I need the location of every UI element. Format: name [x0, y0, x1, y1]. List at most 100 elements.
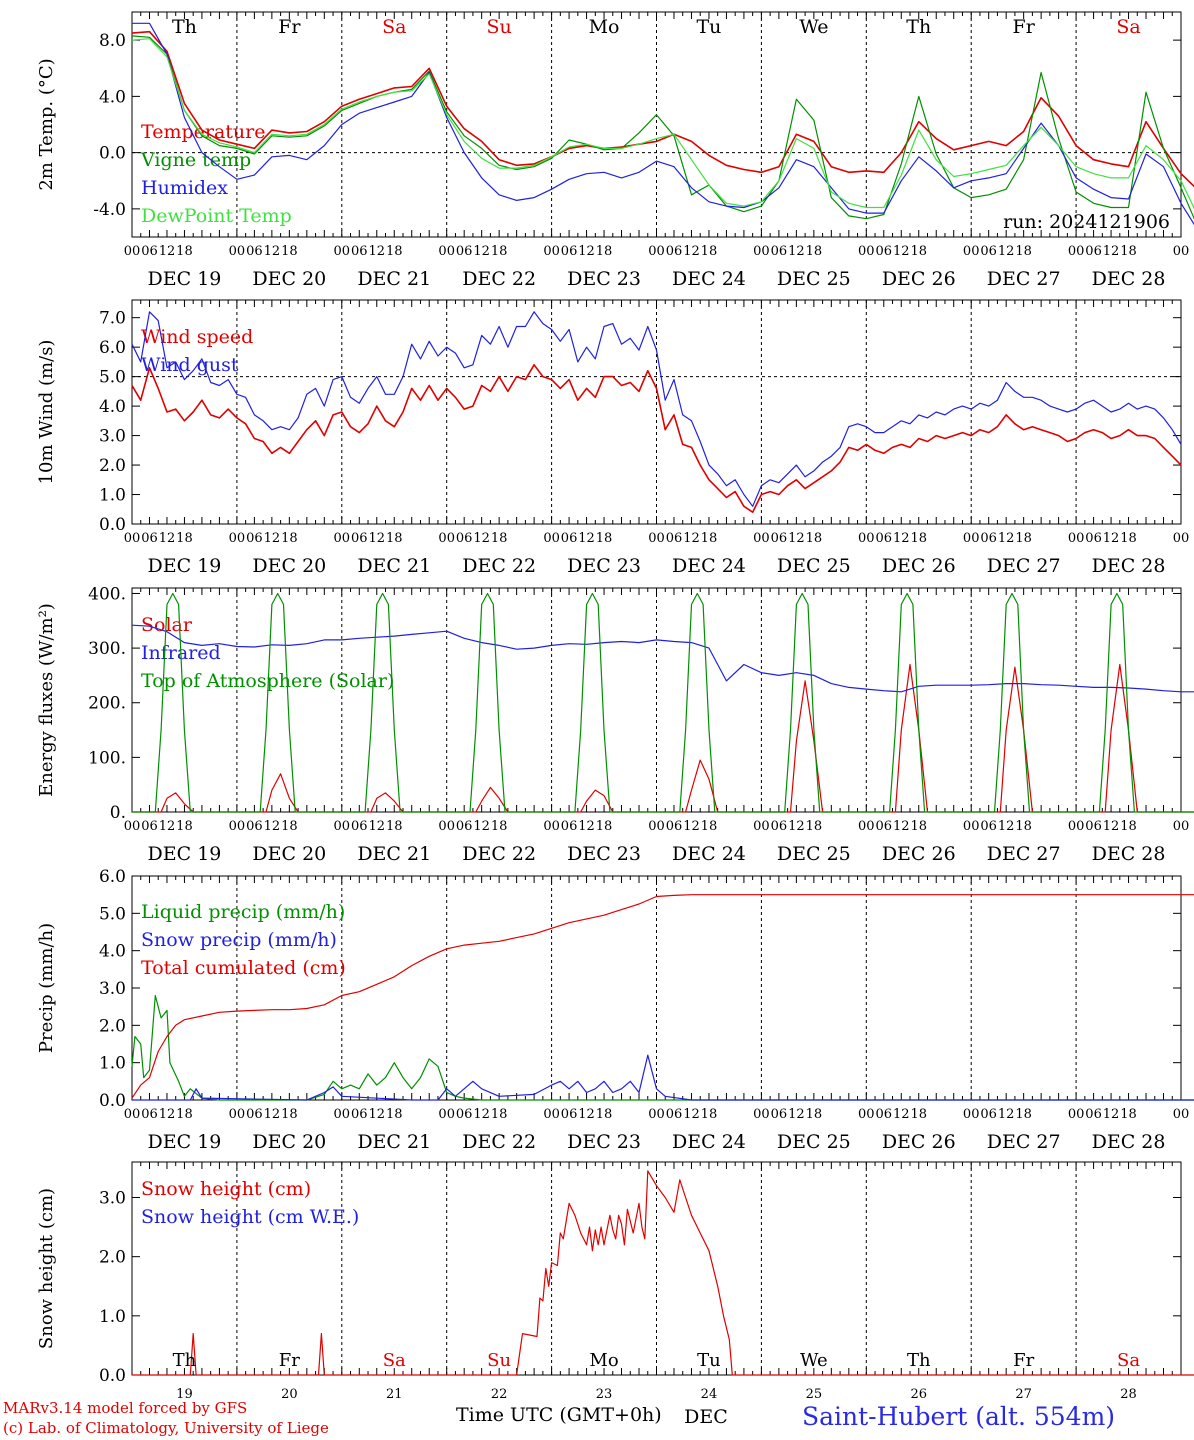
date-label: DEC 26	[882, 843, 956, 865]
day-number-label: 26	[910, 1387, 927, 1402]
hour-tick-label: 06	[876, 244, 893, 259]
date-label: DEC 26	[882, 1131, 956, 1153]
legend-entry: Snow height (cm W.E.)	[141, 1206, 359, 1228]
date-label: DEC 22	[462, 1131, 536, 1153]
y-tick-label: 100.	[88, 748, 126, 768]
y-tick-label: 0.	[110, 803, 126, 823]
y-tick-label: 1.0	[99, 1054, 126, 1074]
hour-tick-label: 06	[1085, 1107, 1102, 1122]
date-label: DEC 19	[148, 843, 222, 865]
hour-tick-label: 18	[1120, 531, 1137, 546]
hour-tick-label: 12	[264, 819, 281, 834]
y-axis-label: Precip (mm/h)	[36, 923, 57, 1053]
hour-tick-label: 06	[876, 819, 893, 834]
hour-tick-label: 12	[893, 244, 910, 259]
y-tick-label: 400.	[88, 584, 126, 604]
legend-entry: Snow precip (mm/h)	[141, 929, 337, 951]
hour-tick-label: 06	[561, 819, 578, 834]
date-label: DEC 23	[567, 1131, 641, 1153]
hour-tick-label: 06	[980, 531, 997, 546]
hour-tick-label: 00	[858, 244, 875, 259]
day-number-label: 25	[806, 1387, 823, 1402]
hour-tick-label: 00	[229, 1107, 246, 1122]
hour-tick-label: 00	[858, 531, 875, 546]
legend-entry: Liquid precip (mm/h)	[141, 901, 345, 923]
y-tick-label: 0.0	[99, 144, 126, 164]
y-tick-label: 1.0	[99, 486, 126, 506]
y-tick-label: 6.0	[99, 867, 126, 887]
hour-tick-label: 06	[246, 531, 263, 546]
hour-tick-label: 06	[141, 531, 158, 546]
date-label: DEC 22	[462, 555, 536, 577]
hour-tick-label: 06	[246, 1107, 263, 1122]
date-label: DEC 27	[987, 268, 1061, 290]
hour-tick-label: 18	[806, 244, 823, 259]
lab-credit: (c) Lab. of Climatology, University of L…	[3, 1419, 329, 1437]
hour-tick-label: 12	[368, 1107, 385, 1122]
hour-tick-label: 00	[438, 531, 455, 546]
hour-tick-label: 18	[491, 244, 508, 259]
date-label: DEC 28	[1092, 1131, 1166, 1153]
weekday-label: Th	[172, 16, 197, 38]
weekday-label: We	[800, 1350, 828, 1371]
hour-tick-label: 12	[159, 819, 176, 834]
hour-tick-label: 18	[806, 819, 823, 834]
hour-tick-label: 00	[753, 244, 770, 259]
hour-tick-label: 00	[1173, 531, 1190, 546]
y-tick-label: 3.0	[99, 427, 126, 447]
day-number-label: 24	[701, 1387, 718, 1402]
y-tick-label: 0.0	[99, 1091, 126, 1111]
hour-tick-label: 06	[351, 531, 368, 546]
hour-tick-label: 00	[1173, 819, 1190, 834]
hour-tick-label: 06	[456, 531, 473, 546]
hour-tick-label: 12	[159, 244, 176, 259]
hour-tick-label: 12	[788, 531, 805, 546]
hour-tick-label: 00	[753, 531, 770, 546]
hour-tick-label: 18	[596, 244, 613, 259]
hour-tick-label: 18	[701, 531, 718, 546]
hour-tick-label: 00	[753, 819, 770, 834]
hour-tick-label: 18	[386, 244, 403, 259]
legend-entry: Top of Atmosphere (Solar)	[141, 670, 394, 692]
weekday-label: Sa	[1117, 1350, 1140, 1371]
hour-tick-label: 00	[648, 1107, 665, 1122]
y-tick-label: 2.0	[99, 1016, 126, 1036]
hour-tick-label: 00	[334, 244, 351, 259]
hour-tick-label: 18	[910, 531, 927, 546]
hour-tick-label: 18	[1120, 1107, 1137, 1122]
hour-tick-label: 06	[456, 819, 473, 834]
date-label: DEC 22	[462, 843, 536, 865]
weekday-label: Mo	[589, 16, 620, 38]
hour-tick-label: 18	[806, 531, 823, 546]
hour-tick-label: 12	[368, 531, 385, 546]
hour-tick-label: 18	[281, 1107, 298, 1122]
date-label: DEC 24	[672, 555, 746, 577]
weekday-label: Sa	[383, 1350, 406, 1371]
weekday-label: Th	[906, 16, 931, 38]
date-label: DEC 27	[987, 843, 1061, 865]
hour-tick-label: 12	[683, 1107, 700, 1122]
hour-tick-label: 06	[246, 244, 263, 259]
hour-tick-label: 06	[141, 244, 158, 259]
y-tick-label: -4.0	[93, 200, 126, 220]
hour-tick-label: 00	[1068, 819, 1085, 834]
hour-tick-label: 18	[386, 1107, 403, 1122]
hour-tick-label: 00	[229, 244, 246, 259]
hour-tick-label: 12	[578, 819, 595, 834]
day-number-label: 27	[1015, 1387, 1032, 1402]
hour-tick-label: 12	[368, 819, 385, 834]
series-line	[131, 994, 1194, 1101]
y-tick-label: 6.0	[99, 338, 126, 358]
weekday-label: Sa	[382, 16, 406, 38]
series-line	[131, 35, 1194, 220]
hour-tick-label: 18	[1120, 819, 1137, 834]
y-tick-label: 4.0	[99, 87, 126, 107]
weekday-label: Su	[487, 16, 512, 38]
hour-tick-label: 06	[980, 244, 997, 259]
y-axis-label: Snow height (cm)	[36, 1188, 57, 1349]
hour-tick-label: 00	[543, 1107, 560, 1122]
date-label: DEC 19	[148, 268, 222, 290]
hour-tick-label: 06	[141, 1107, 158, 1122]
legend-entry: Wind speed	[141, 326, 253, 348]
